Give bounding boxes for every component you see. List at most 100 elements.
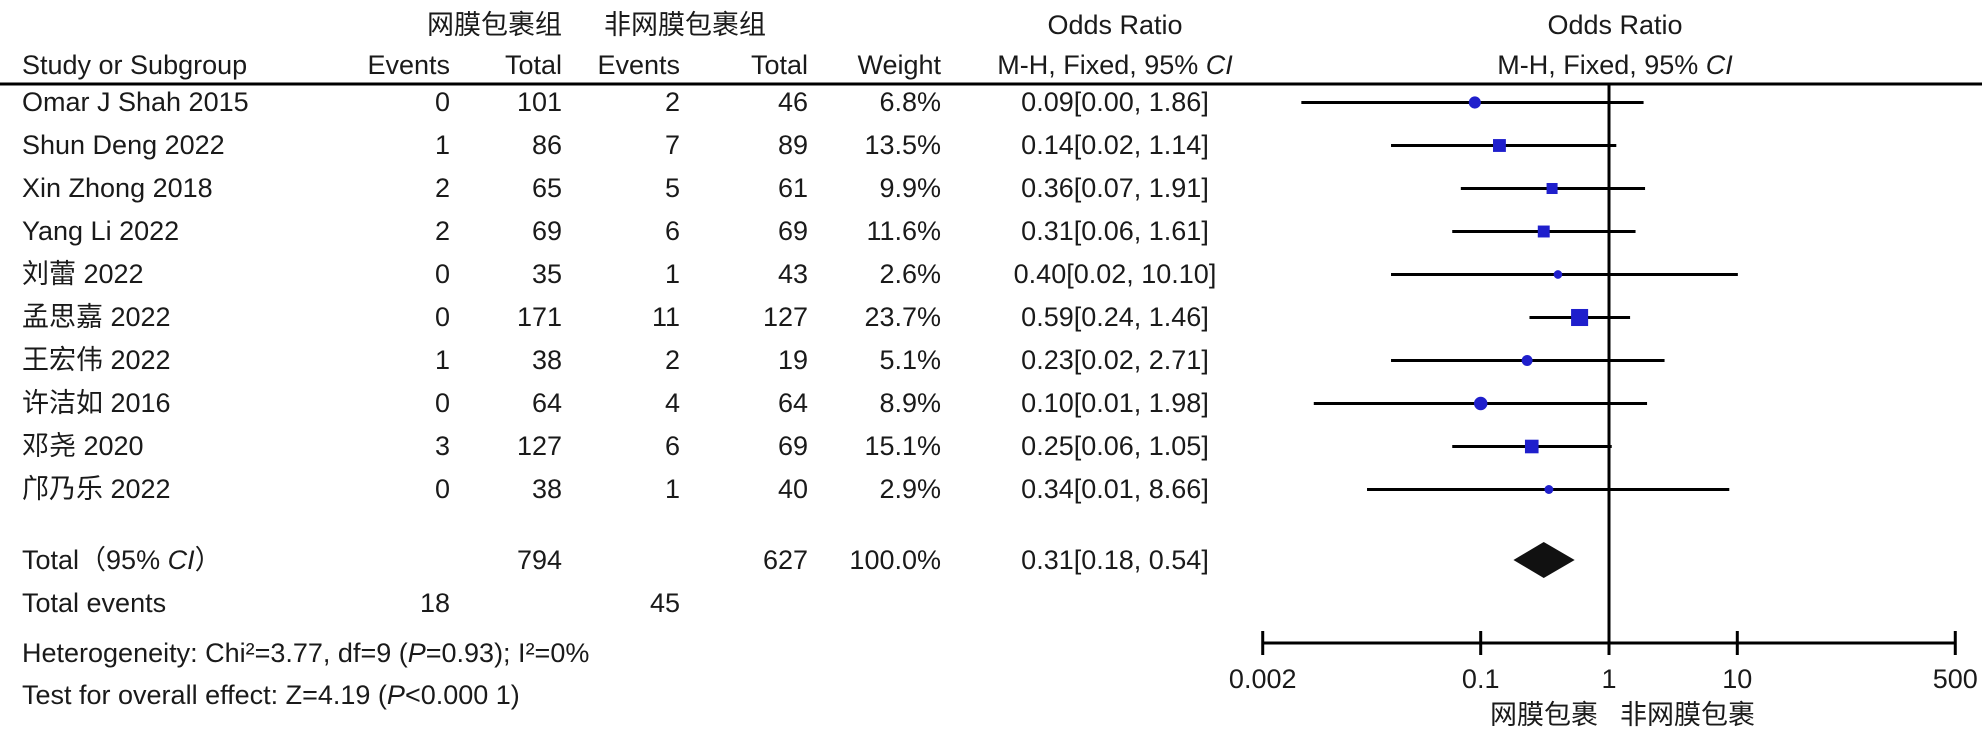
events-group1: 0	[434, 474, 450, 504]
column-header-events-1: Events	[367, 50, 450, 80]
total-group2: 19	[777, 345, 808, 375]
weight-value: 9.9%	[879, 173, 941, 203]
study-name: 邓尧 2020	[22, 431, 144, 461]
events-group2: 2	[664, 87, 680, 117]
study-row: 孟思嘉 2022 0 171 11 127 23.7% 0.59[0.24, 1.46]	[0, 296, 1300, 339]
events-group1: 1	[434, 345, 450, 375]
total-weight: 100.0%	[849, 545, 941, 575]
column-header-study: Study or Subgroup	[22, 50, 248, 80]
odds-ratio-header-table: Odds Ratio	[1047, 10, 1183, 40]
effect-marker	[1468, 96, 1481, 109]
weight-value: 5.1%	[879, 345, 941, 375]
group1-header: 网膜包裹组	[427, 10, 562, 40]
effect-marker	[1473, 396, 1488, 411]
study-row: Shun Deng 2022 1 86 7 89 13.5% 0.14[0.02, 1.14…	[0, 124, 1300, 167]
total-label-text: Total（95%	[22, 545, 168, 575]
events-group2: 7	[664, 130, 680, 160]
events-group1: 3	[434, 431, 450, 461]
total-group1: 171	[516, 302, 562, 332]
total-group1: 101	[516, 87, 562, 117]
axis-tick-label: 500	[1933, 664, 1978, 694]
total-events-row: Total events 18 45	[0, 582, 1300, 625]
study-name: Omar J Shah 2015	[22, 87, 249, 117]
total-label-close: ）	[194, 545, 222, 575]
events-group2: 6	[664, 216, 680, 246]
events-group1: 0	[434, 302, 450, 332]
total-group1: 35	[531, 259, 562, 289]
heterogeneity-text: Heterogeneity: Chi²=3.77, df=9 (	[22, 638, 408, 668]
total-n-group2: 627	[762, 545, 808, 575]
column-header-weight: Weight	[857, 50, 941, 80]
p-symbol: P	[407, 638, 426, 668]
effect-marker	[1524, 439, 1539, 454]
study-name: 刘蕾 2022	[22, 259, 144, 289]
events-group2: 5	[664, 173, 680, 203]
or-ci-text: 0.59[0.24, 1.46]	[1021, 302, 1209, 332]
total-n-group1: 794	[516, 545, 562, 575]
total-row: Total（95% CI） 794 627 100.0% 0.31[0.18, …	[0, 539, 1300, 582]
total-group2: 89	[777, 130, 808, 160]
total-group2: 46	[777, 87, 808, 117]
events-group1: 2	[434, 216, 450, 246]
weight-value: 6.8%	[879, 87, 941, 117]
effect-marker	[1553, 270, 1563, 279]
total-group1: 127	[516, 431, 562, 461]
events-group2: 1	[664, 259, 680, 289]
column-header-mh-ci-plot: M-H, Fixed, 95% CI	[1445, 44, 1785, 87]
events-group2: 4	[664, 388, 680, 418]
events-group1: 2	[434, 173, 450, 203]
study-name: 许洁如 2016	[22, 388, 171, 418]
total-group1: 38	[531, 474, 562, 504]
total-group2: 69	[777, 216, 808, 246]
group2-header: 非网膜包裹组	[604, 10, 766, 40]
study-row: Xin Zhong 2018 2 65 5 61 9.9% 0.36[0.07, 1.91]	[0, 167, 1300, 210]
study-name: 王宏伟 2022	[22, 345, 171, 375]
axis-tick-label: 0.1	[1462, 664, 1500, 694]
total-group1: 69	[531, 216, 562, 246]
weight-value: 11.6%	[866, 216, 941, 246]
total-group1: 86	[531, 130, 562, 160]
p-symbol: P	[386, 680, 405, 710]
study-name: Shun Deng 2022	[22, 130, 225, 160]
weight-value: 2.9%	[879, 474, 941, 504]
study-row: 许洁如 2016 0 64 4 64 8.9% 0.10[0.01, 1.98]	[0, 382, 1300, 425]
ci-label: CI	[1705, 50, 1733, 80]
total-events-group1: 18	[419, 588, 450, 618]
events-group2: 1	[664, 474, 680, 504]
total-or-ci: 0.31[0.18, 0.54]	[1021, 545, 1209, 575]
study-name: Yang Li 2022	[22, 216, 180, 246]
total-group2: 69	[777, 431, 808, 461]
total-group1: 65	[531, 173, 562, 203]
favors-left-label: 网膜包裹	[1490, 700, 1598, 730]
effect-marker	[1546, 182, 1558, 195]
favors-right-label: 非网膜包裹	[1620, 700, 1755, 730]
study-row: Yang Li 2022 2 69 6 69 11.6% 0.31[0.06, 1.61]	[0, 210, 1300, 253]
axis-tick-label: 10	[1722, 664, 1752, 694]
overall-effect-line: Test for overall effect: Z=4.19 (P<0.000…	[22, 674, 922, 717]
total-group2: 127	[762, 302, 808, 332]
or-ci-text: 0.31[0.06, 1.61]	[1021, 216, 1209, 246]
total-group2: 40	[777, 474, 808, 504]
study-name: 邝乃乐 2022	[22, 474, 171, 504]
total-group2: 43	[777, 259, 808, 289]
weight-value: 23.7%	[864, 302, 941, 332]
heterogeneity-text-2: =0.93); I²=0%	[425, 638, 590, 668]
events-group2: 11	[651, 302, 680, 332]
events-group1: 0	[434, 87, 450, 117]
total-group2: 61	[777, 173, 808, 203]
odds-ratio-header-plot: Odds Ratio	[1547, 10, 1683, 40]
or-ci-text: 0.34[0.01, 8.66]	[1021, 474, 1209, 504]
heterogeneity-line: Heterogeneity: Chi²=3.77, df=9 (P=0.93);…	[22, 632, 922, 675]
column-header-total-1: Total	[504, 50, 562, 80]
total-group2: 64	[777, 388, 808, 418]
events-group2: 6	[664, 431, 680, 461]
weight-value: 13.5%	[864, 130, 941, 160]
weight-value: 2.6%	[879, 259, 941, 289]
axis-tick-label: 1	[1601, 664, 1616, 694]
or-ci-text: 0.23[0.02, 2.71]	[1021, 345, 1209, 375]
or-ci-text: 0.14[0.02, 1.14]	[1021, 130, 1209, 160]
effect-marker	[1571, 308, 1589, 327]
ci-label: CI	[1205, 50, 1233, 80]
or-ci-text: 0.09[0.00, 1.86]	[1021, 87, 1209, 117]
or-ci-text: 0.36[0.07, 1.91]	[1021, 173, 1209, 203]
